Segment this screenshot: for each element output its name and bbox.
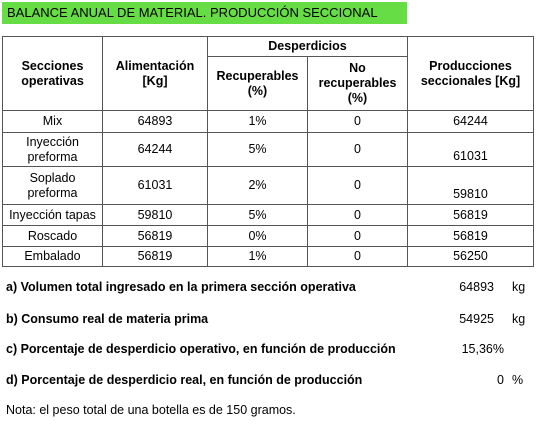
cell-value: 5% bbox=[207, 204, 308, 226]
result-value: 54925 bbox=[459, 312, 494, 326]
table-row: Inyección tapas 59810 5% 0 56819 bbox=[2, 204, 534, 226]
cell-value: 64893 bbox=[102, 110, 208, 133]
section-name: Inyección preforma bbox=[2, 132, 103, 167]
col-header: Producciones seccionales [Kg] bbox=[407, 36, 534, 111]
cell-value: 61031 bbox=[102, 166, 208, 205]
cell-value: 0 bbox=[307, 204, 408, 226]
cell-value: 56250 bbox=[407, 246, 534, 267]
section-name: Soplado preforma bbox=[2, 166, 103, 205]
cell-value: 64244 bbox=[102, 132, 208, 167]
section-name: Embalado bbox=[2, 246, 103, 267]
result-unit: kg bbox=[512, 280, 526, 294]
result-unit: kg bbox=[512, 312, 526, 326]
result-label: d) Porcentaje de desperdicio real, en fu… bbox=[6, 373, 363, 387]
col-header: No recuperables (%) bbox=[307, 56, 408, 111]
result-value: 0 bbox=[497, 373, 504, 387]
table-row: Inyección preforma 64244 5% 0 61031 bbox=[2, 132, 534, 167]
cell-value: 0 bbox=[307, 246, 408, 267]
cell-value: 56819 bbox=[407, 225, 534, 247]
table-row: Soplado preforma 61031 2% 0 59810 bbox=[2, 166, 534, 205]
balance-table: Secciones operativas Alimentación [Kg] D… bbox=[2, 36, 534, 267]
table-row: Embalado 56819 1% 0 56250 bbox=[2, 246, 534, 267]
section-name: Roscado bbox=[2, 225, 103, 247]
col-header: Secciones operativas bbox=[2, 36, 103, 111]
cell-value: 2% bbox=[207, 166, 308, 205]
cell-value: 0 bbox=[307, 132, 408, 167]
result-label: c) Porcentaje de desperdicio operativo, … bbox=[6, 342, 396, 356]
col-header: Desperdicios bbox=[207, 36, 408, 57]
cell-value: 64244 bbox=[407, 110, 534, 133]
cell-value: 59810 bbox=[102, 204, 208, 226]
cell-value: 56819 bbox=[102, 225, 208, 247]
cell-value: 59810 bbox=[407, 166, 534, 205]
cell-value: 0 bbox=[307, 225, 408, 247]
result-label: b) Consumo real de materia prima bbox=[6, 312, 209, 326]
result-value: 64893 bbox=[459, 280, 494, 294]
title-bar: BALANCE ANUAL DE MATERIAL. PRODUCCIÓN SE… bbox=[2, 2, 407, 24]
cell-value: 0 bbox=[307, 110, 408, 133]
cell-value: 1% bbox=[207, 246, 308, 267]
result-unit: % bbox=[512, 373, 524, 387]
result-value: 15,36% bbox=[461, 342, 504, 356]
cell-value: 56819 bbox=[407, 204, 534, 226]
section-name: Mix bbox=[2, 110, 103, 133]
note: Nota: el peso total de una botella es de… bbox=[6, 403, 296, 417]
cell-value: 0% bbox=[207, 225, 308, 247]
table-row: Mix 64893 1% 0 64244 bbox=[2, 110, 534, 133]
cell-value: 0 bbox=[307, 166, 408, 205]
cell-value: 56819 bbox=[102, 246, 208, 267]
col-header: Recuperables (%) bbox=[207, 56, 308, 111]
cell-value: 1% bbox=[207, 110, 308, 133]
table-row: Roscado 56819 0% 0 56819 bbox=[2, 225, 534, 247]
result-label: a) Volumen total ingresado en la primera… bbox=[6, 280, 356, 294]
col-header: Alimentación [Kg] bbox=[102, 36, 208, 111]
cell-value: 61031 bbox=[407, 132, 534, 167]
cell-value: 5% bbox=[207, 132, 308, 167]
section-name: Inyección tapas bbox=[2, 204, 103, 226]
